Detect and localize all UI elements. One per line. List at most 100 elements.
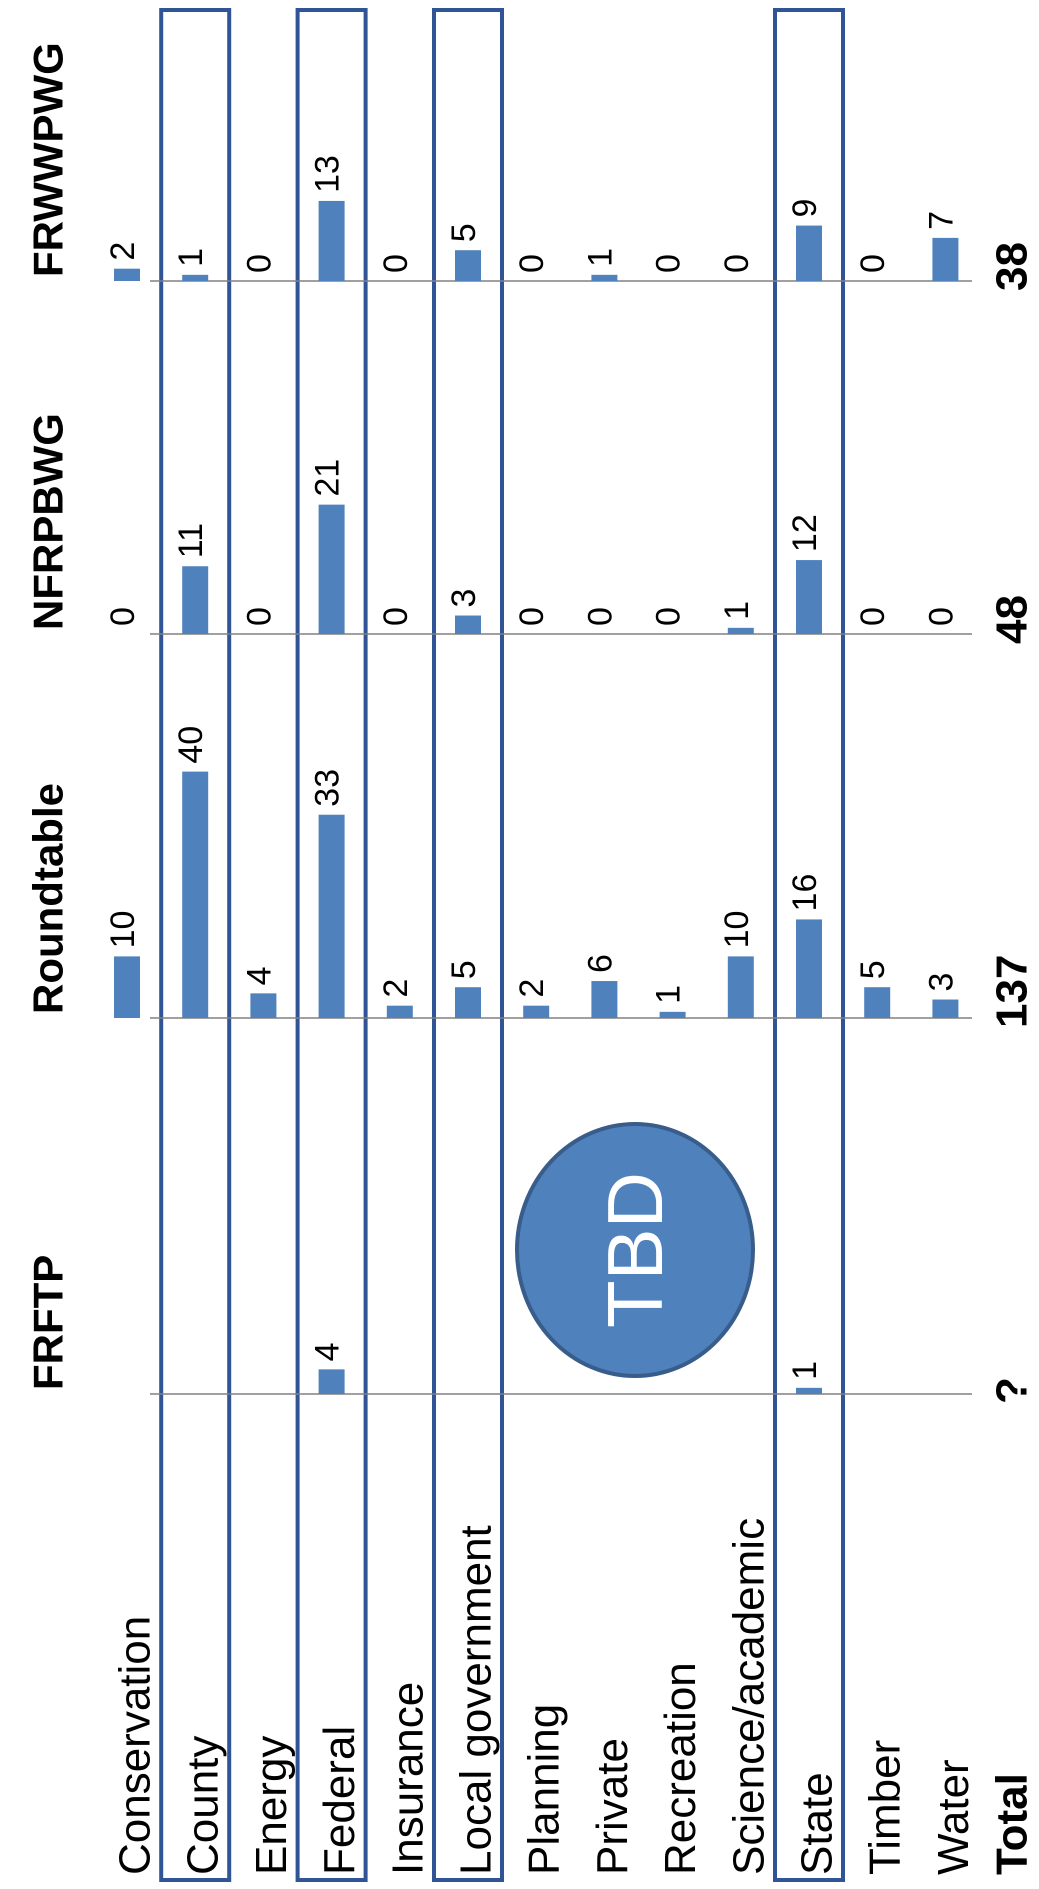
- value-label-roundtable-water: 3: [922, 973, 960, 992]
- value-label-frwwpwg-science-academic: 0: [718, 254, 756, 273]
- highlight-boxes: [159, 8, 845, 1882]
- series-headers: FRFTP Roundtable NFRPBWG FRWWPWG: [25, 42, 72, 1390]
- bar-frftp-federal: [318, 1369, 345, 1394]
- value-label-frwwpwg-energy: 0: [240, 254, 278, 273]
- value-label-roundtable-private: 6: [581, 954, 619, 973]
- value-label-roundtable-energy: 4: [240, 966, 278, 985]
- bar-frwwpwg-conservation: [114, 268, 140, 281]
- bar-nfrpbwg-county: [182, 566, 209, 634]
- category-labels: Conservation County Energy Federal Insurance…: [111, 1518, 1037, 1875]
- series-header-roundtable: Roundtable: [25, 783, 72, 1014]
- value-label-frwwpwg-state: 9: [786, 199, 824, 218]
- bar-frwwpwg-county: [182, 274, 209, 281]
- value-label-nfrpbwg-local-government: 3: [445, 589, 483, 608]
- series-header-frftp: FRFTP: [25, 1255, 72, 1390]
- tbd-ellipse: [515, 1122, 755, 1378]
- bar-roundtable-state: [796, 919, 822, 1018]
- value-label-frwwpwg-timber: 0: [854, 254, 892, 273]
- category-label-state: State: [793, 1772, 842, 1875]
- value-label-roundtable-federal: 33: [309, 769, 347, 807]
- bar-frwwpwg-local-government: [455, 250, 481, 281]
- bar-nfrpbwg-science-academic: [727, 627, 754, 634]
- tbd-annotation: TBD: [515, 1122, 755, 1378]
- value-label-nfrpbwg-county: 11: [172, 523, 210, 558]
- bar-roundtable-energy: [250, 993, 277, 1018]
- value-label-roundtable-local-government: 5: [445, 960, 483, 979]
- bar-roundtable-private: [591, 981, 618, 1018]
- value-label-roundtable-timber: 5: [854, 960, 892, 979]
- highlight-box-state: [773, 8, 845, 1882]
- tbd-text: TBD: [591, 1172, 679, 1328]
- value-label-nfrpbwg-recreation: 0: [650, 607, 688, 626]
- category-label-local-government: Local government: [452, 1525, 501, 1875]
- value-label-frwwpwg-planning: 0: [513, 254, 551, 273]
- bar-nfrpbwg-state: [796, 560, 822, 634]
- value-label-roundtable-conservation: 10: [104, 911, 142, 949]
- value-label-frwwpwg-recreation: 0: [650, 254, 688, 273]
- bar-roundtable-planning: [523, 1005, 550, 1018]
- value-label-frwwpwg-insurance: 0: [377, 254, 415, 273]
- total-labels: ? 137 48 38: [988, 242, 1037, 1404]
- highlight-box-federal: [295, 8, 368, 1882]
- bar-roundtable-county: [182, 771, 209, 1018]
- bar-roundtable-water: [932, 999, 959, 1018]
- value-label-roundtable-planning: 2: [513, 979, 551, 998]
- category-label-recreation: Recreation: [656, 1662, 705, 1875]
- value-label-nfrpbwg-water: 0: [922, 607, 960, 626]
- series-header-nfrpbwg: NFRPBWG: [25, 413, 72, 630]
- total-label: Total: [988, 1773, 1037, 1875]
- bar-nfrpbwg-federal: [318, 504, 345, 634]
- bar-roundtable-local-government: [455, 987, 481, 1018]
- category-label-conservation: Conservation: [111, 1616, 160, 1875]
- bar-roundtable-science-academic: [727, 956, 754, 1018]
- bar-frwwpwg-private: [591, 274, 618, 281]
- bar-roundtable-conservation: [114, 956, 140, 1018]
- bar-frwwpwg-water: [932, 237, 959, 281]
- bar-nfrpbwg-local-government: [455, 615, 481, 634]
- category-label-county: County: [179, 1736, 228, 1875]
- value-label-frftp-federal: 4: [309, 1342, 347, 1361]
- value-label-nfrpbwg-planning: 0: [513, 607, 551, 626]
- category-label-planning: Planning: [520, 1704, 569, 1875]
- total-value-nfrpbwg: 48: [988, 595, 1037, 644]
- category-label-energy: Energy: [247, 1736, 296, 1875]
- value-label-roundtable-insurance: 2: [377, 979, 415, 998]
- bar-frwwpwg-federal: [318, 200, 345, 281]
- value-label-nfrpbwg-energy: 0: [240, 607, 278, 626]
- category-label-science-academic: Science/academic: [724, 1518, 773, 1875]
- value-label-nfrpbwg-insurance: 0: [377, 607, 415, 626]
- value-label-frwwpwg-private: 1: [581, 248, 619, 267]
- value-label-roundtable-recreation: 1: [650, 985, 688, 1004]
- value-label-nfrpbwg-private: 0: [581, 607, 619, 626]
- category-label-federal: Federal: [315, 1726, 364, 1875]
- value-label-frwwpwg-local-government: 5: [445, 223, 483, 242]
- category-label-private: Private: [588, 1738, 637, 1875]
- total-value-frwwpwg: 38: [988, 242, 1037, 291]
- value-label-frftp-state: 1: [786, 1361, 824, 1380]
- value-label-nfrpbwg-timber: 0: [854, 607, 892, 626]
- value-label-roundtable-state: 16: [786, 874, 824, 912]
- value-label-nfrpbwg-conservation: 0: [104, 607, 142, 626]
- axis-lines: [150, 280, 972, 1395]
- category-label-water: Water: [929, 1759, 978, 1875]
- highlight-box-county: [159, 8, 232, 1882]
- category-label-timber: Timber: [861, 1740, 910, 1875]
- highlight-box-local-government: [432, 8, 504, 1882]
- category-label-insurance: Insurance: [383, 1682, 432, 1875]
- value-label-frwwpwg-water: 7: [922, 211, 960, 230]
- bar-frwwpwg-state: [796, 225, 822, 281]
- value-label-roundtable-county: 40: [172, 726, 210, 764]
- series-header-frwwpwg: FRWWPWG: [25, 42, 72, 277]
- value-label-nfrpbwg-science-academic: 1: [718, 601, 756, 620]
- value-label-frwwpwg-county: 1: [172, 248, 210, 267]
- value-label-frwwpwg-conservation: 2: [104, 242, 142, 261]
- bars: [114, 200, 959, 1394]
- bar-roundtable-timber: [864, 987, 891, 1018]
- bar-roundtable-insurance: [386, 1005, 413, 1018]
- value-label-frwwpwg-federal: 13: [309, 155, 347, 193]
- total-value-frftp: ?: [988, 1377, 1037, 1404]
- total-value-roundtable: 137: [988, 955, 1037, 1028]
- bar-roundtable-recreation: [659, 1011, 686, 1018]
